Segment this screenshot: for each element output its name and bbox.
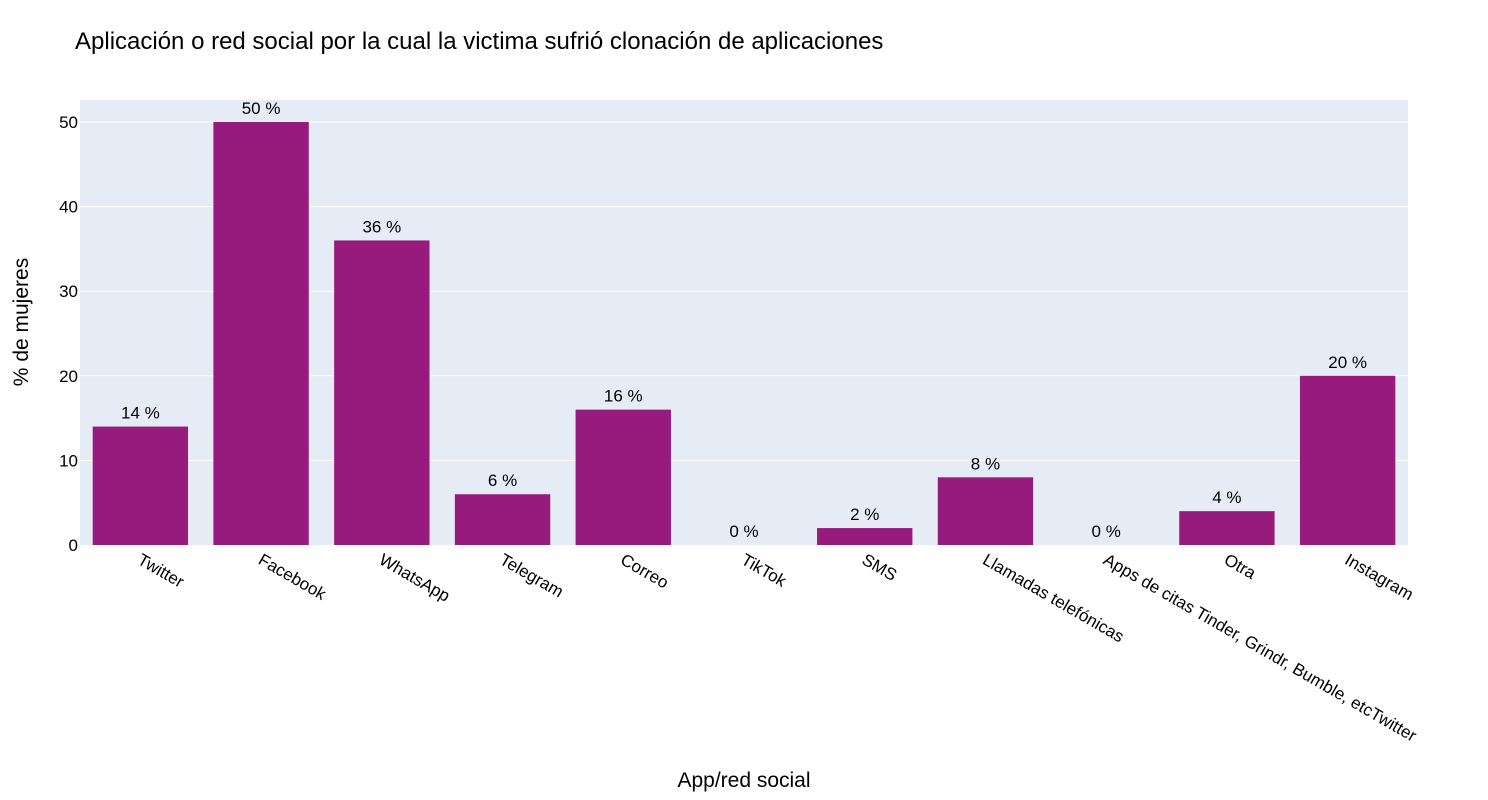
data-label: 36 %	[362, 217, 401, 236]
y-axis-ticks: 0 10 20 30 40 50	[59, 113, 78, 555]
bar	[1179, 511, 1275, 545]
data-label: 16 %	[604, 387, 643, 406]
x-tick-label: Telegram	[497, 550, 567, 601]
bar	[1299, 375, 1396, 545]
y-tick-label: 30	[59, 282, 78, 301]
y-tick-label: 40	[59, 198, 78, 217]
bar	[213, 121, 309, 545]
y-tick-label: 10	[59, 451, 78, 470]
bar	[575, 409, 671, 545]
bar	[817, 528, 913, 545]
chart-title: Aplicación o red social por la cual la v…	[75, 28, 884, 55]
data-labels: 14 % 50 % 36 % 6 % 16 % 0 % 2 % 8 % 0 % 4 % 20 %	[121, 99, 1367, 541]
y-tick-label: 0	[69, 536, 78, 555]
bar	[937, 477, 1034, 545]
bars	[92, 121, 1396, 545]
data-label: 20 %	[1328, 353, 1367, 372]
x-axis-ticks: Twitter Facebook WhatsApp Telegram Correo Tik…	[134, 550, 1420, 746]
data-label: 6 %	[488, 471, 517, 490]
x-tick-label: Facebook	[255, 550, 330, 604]
x-axis-title: App/red social	[677, 769, 810, 792]
bar	[92, 426, 189, 545]
x-tick-label: Twitter	[134, 550, 187, 592]
x-tick-label: WhatsApp	[376, 550, 453, 606]
x-tick-label: TikTok	[738, 550, 790, 591]
data-label: 4 %	[1212, 488, 1241, 507]
bar	[334, 240, 430, 545]
data-label: 14 %	[121, 404, 160, 423]
y-tick-label: 20	[59, 367, 78, 386]
x-tick-label: Otra	[1221, 550, 1260, 583]
data-label: 8 %	[971, 454, 1000, 473]
y-axis-title: % de mujeres	[10, 258, 33, 386]
data-label: 0 %	[729, 522, 758, 541]
data-label: 50 %	[242, 99, 281, 118]
x-tick-label: Correo	[617, 550, 672, 592]
x-tick-label: SMS	[859, 550, 900, 585]
bar	[454, 494, 551, 545]
y-tick-label: 50	[59, 113, 78, 132]
x-tick-label: Instagram	[1342, 550, 1417, 604]
data-label: 0 %	[1092, 522, 1121, 541]
data-label: 2 %	[850, 505, 879, 524]
